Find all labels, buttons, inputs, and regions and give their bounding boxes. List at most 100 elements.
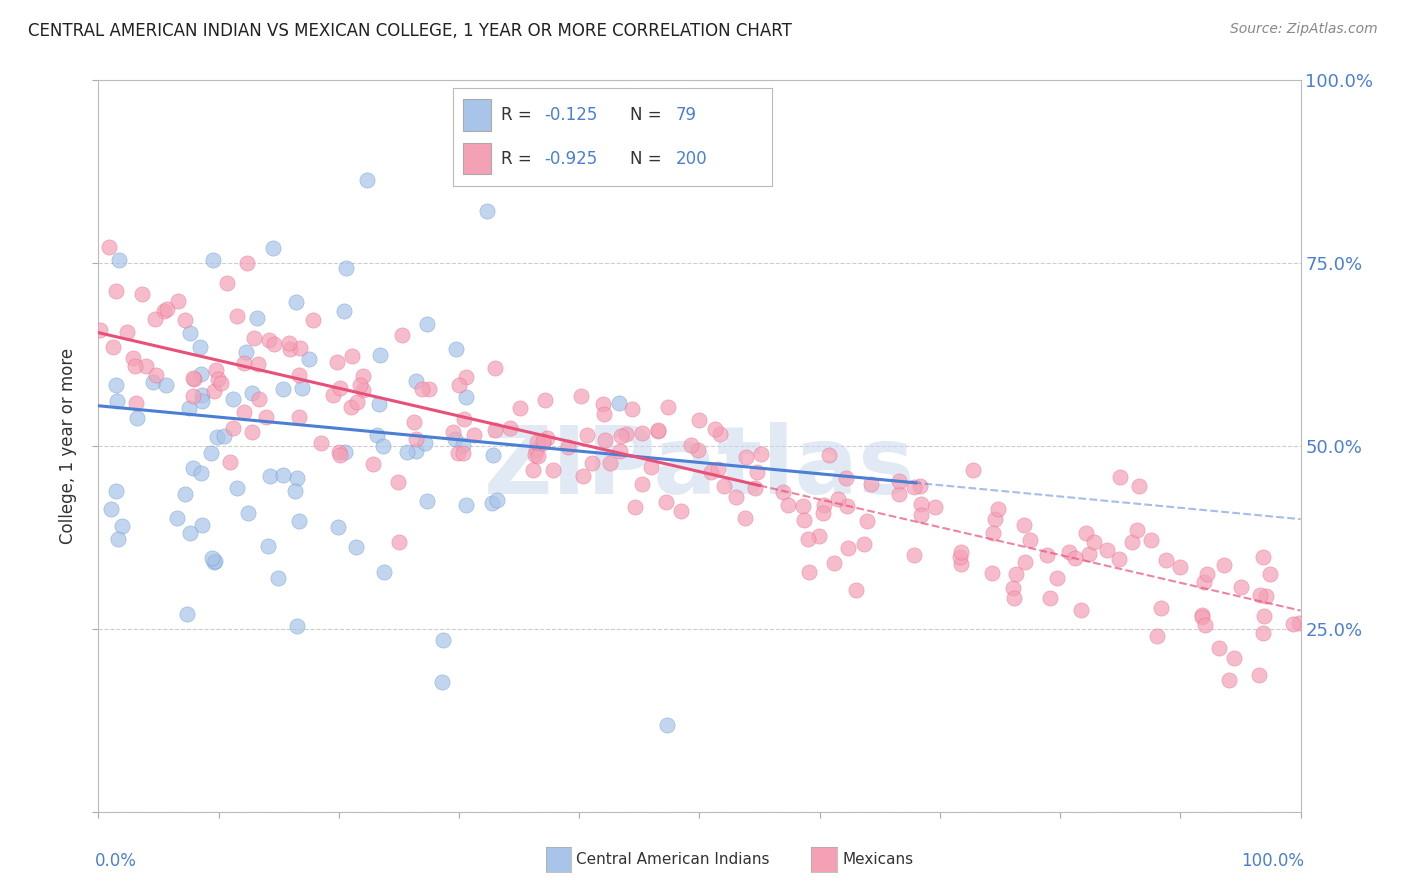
Point	[371, 439, 394, 453]
Point	[1282, 616, 1305, 631]
Point	[361, 457, 384, 471]
Point	[1046, 571, 1069, 585]
Point	[335, 260, 357, 275]
Point	[856, 514, 879, 528]
Point	[818, 448, 841, 462]
Point	[581, 456, 603, 470]
Point	[143, 312, 166, 326]
Point	[349, 377, 371, 392]
Point	[1249, 667, 1271, 681]
Point	[751, 447, 773, 461]
Point	[209, 376, 232, 391]
Point	[104, 377, 127, 392]
Point	[1018, 533, 1040, 548]
Point	[181, 389, 204, 403]
Point	[797, 565, 820, 579]
Point	[131, 286, 153, 301]
Point	[166, 511, 188, 525]
Point	[346, 395, 368, 409]
Point	[1001, 581, 1024, 595]
Point	[271, 467, 294, 482]
Point	[796, 532, 818, 546]
Point	[614, 427, 637, 442]
Point	[453, 446, 475, 460]
Point	[290, 341, 312, 355]
Point	[1036, 549, 1059, 563]
Point	[271, 382, 294, 396]
Point	[688, 443, 710, 458]
Point	[1249, 588, 1271, 602]
Point	[745, 465, 768, 479]
Point	[1254, 589, 1277, 603]
Text: 0.0%: 0.0%	[94, 852, 136, 870]
Point	[607, 395, 630, 409]
Point	[541, 463, 564, 477]
Point	[950, 557, 973, 571]
Point	[1230, 580, 1253, 594]
Text: Source: ZipAtlas.com: Source: ZipAtlas.com	[1230, 22, 1378, 37]
Point	[110, 518, 132, 533]
Point	[688, 412, 710, 426]
Point	[1195, 566, 1218, 581]
Point	[446, 343, 468, 357]
Point	[792, 499, 814, 513]
Point	[962, 463, 984, 477]
Point	[1146, 629, 1168, 643]
Point	[593, 407, 616, 421]
Point	[1191, 607, 1213, 622]
Point	[772, 485, 794, 500]
Point	[226, 310, 249, 324]
Point	[284, 484, 307, 499]
Point	[499, 421, 522, 435]
Point	[215, 276, 238, 290]
Point	[176, 607, 198, 622]
Point	[441, 425, 464, 439]
Point	[481, 496, 503, 510]
Point	[599, 456, 621, 470]
Point	[141, 375, 163, 389]
Point	[924, 500, 946, 514]
Point	[205, 362, 228, 376]
Point	[430, 675, 453, 690]
Point	[179, 326, 201, 340]
Point	[124, 359, 146, 374]
Point	[122, 351, 145, 365]
Point	[631, 425, 654, 440]
Point	[1154, 553, 1177, 567]
Point	[285, 618, 308, 632]
Point	[827, 492, 849, 507]
Point	[813, 498, 835, 512]
Point	[288, 410, 311, 425]
Point	[1083, 535, 1105, 549]
Point	[247, 392, 270, 406]
Point	[793, 513, 815, 527]
Point	[1288, 616, 1310, 631]
Point	[191, 518, 214, 533]
Point	[744, 481, 766, 495]
Point	[285, 295, 308, 310]
Point	[183, 371, 205, 385]
Point	[200, 446, 222, 460]
Point	[416, 317, 439, 331]
Point	[205, 429, 228, 443]
Point	[610, 429, 633, 443]
Point	[447, 446, 470, 460]
Point	[236, 506, 259, 520]
Point	[391, 327, 413, 342]
Y-axis label: College, 1 year or more: College, 1 year or more	[59, 348, 77, 544]
Point	[987, 502, 1010, 516]
Point	[903, 480, 925, 494]
Point	[837, 541, 859, 555]
Point	[101, 340, 124, 354]
Point	[910, 508, 932, 523]
Point	[593, 433, 616, 447]
Point	[191, 394, 214, 409]
Point	[572, 468, 595, 483]
Point	[222, 421, 245, 435]
Point	[105, 483, 128, 498]
Point	[1192, 575, 1215, 590]
Point	[734, 511, 756, 525]
Point	[655, 718, 678, 732]
Point	[526, 435, 548, 450]
Point	[262, 241, 284, 255]
